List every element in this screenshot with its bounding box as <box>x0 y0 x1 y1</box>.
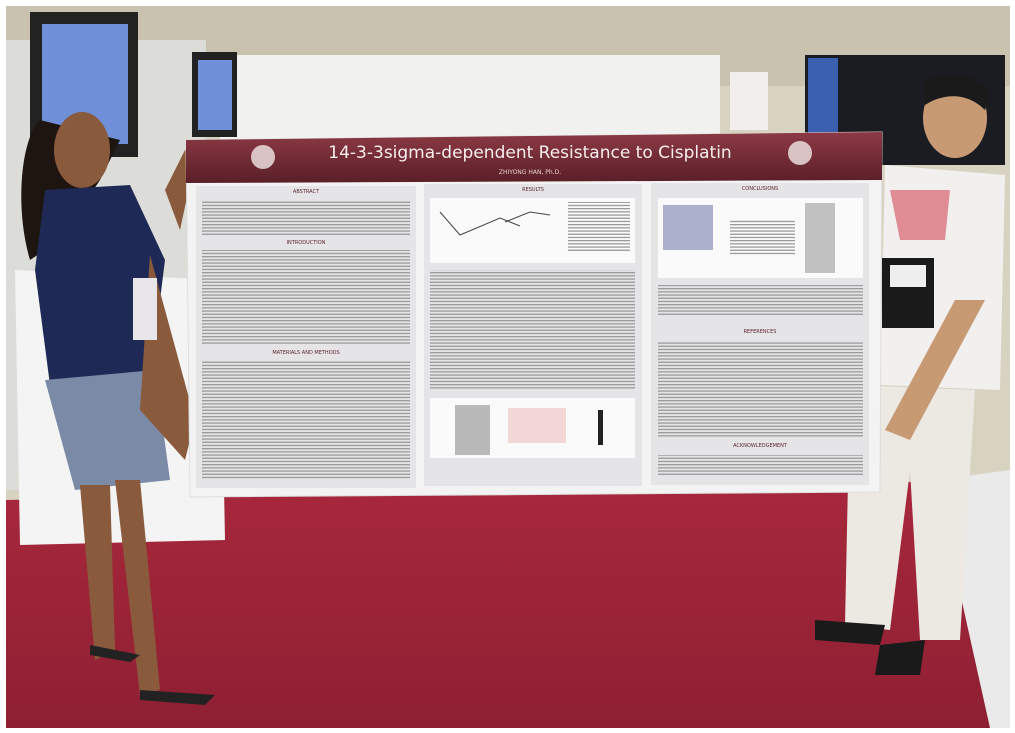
section-heading: ACKNOWLEDGEMENT <box>733 443 788 449</box>
section-heading: RESULTS <box>522 187 544 193</box>
section-heading: REFERENCES <box>744 329 777 335</box>
poster-title: 14-3-3sigma-dependent Resistance to Cisp… <box>328 143 731 163</box>
section-heading: MATERIALS AND METHODS <box>272 350 339 356</box>
section-heading: INTRODUCTION <box>287 240 326 246</box>
section-heading: CONCLUSIONS <box>742 186 778 192</box>
poster-author: ZHIYONG HAN, Ph.D. <box>499 169 561 176</box>
section-heading: ABSTRACT <box>293 189 320 195</box>
woman <box>21 112 215 705</box>
poster: 14-3-3sigma-dependent Resistance to Cisp… <box>185 131 883 498</box>
